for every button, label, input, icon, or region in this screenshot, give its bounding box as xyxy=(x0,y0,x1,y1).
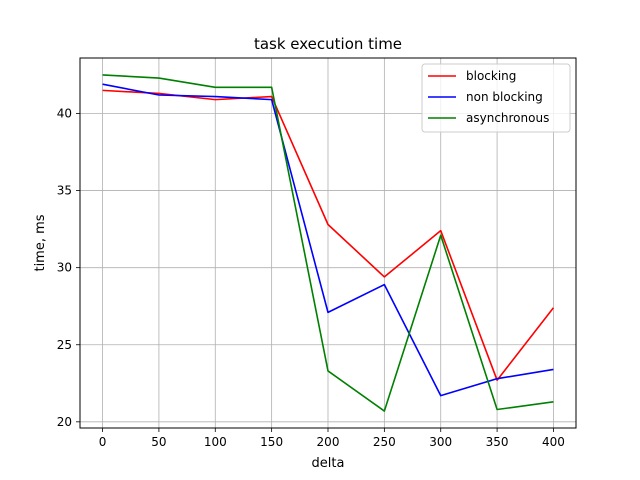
legend-label: asynchronous xyxy=(466,111,549,125)
x-tick-label: 50 xyxy=(151,435,166,449)
y-tick-label: 25 xyxy=(57,338,72,352)
x-tick-label: 250 xyxy=(373,435,396,449)
legend-label: blocking xyxy=(466,69,516,83)
axis-ticks: 0 50 100 150 200 250 300 350 400 20 25 30 35 40 xyxy=(57,107,565,450)
y-tick-label: 20 xyxy=(57,415,72,429)
legend: blocking non blocking asynchronous xyxy=(421,63,571,133)
y-axis-label: time, ms xyxy=(33,214,48,271)
series-line-asynchronous xyxy=(102,74,554,412)
x-tick-label: 150 xyxy=(260,435,283,449)
x-tick-label: 300 xyxy=(429,435,452,449)
x-tick-label: 0 xyxy=(99,435,107,449)
y-tick-label: 30 xyxy=(57,261,72,275)
chart-title: task execution time xyxy=(254,35,402,53)
x-tick-label: 100 xyxy=(204,435,227,449)
x-tick-label: 350 xyxy=(486,435,509,449)
x-tick-label: 200 xyxy=(317,435,340,449)
y-tick-label: 35 xyxy=(57,184,72,198)
series-lines xyxy=(102,74,555,412)
legend-label: non blocking xyxy=(466,90,543,104)
series-line-non-blocking xyxy=(102,83,554,397)
x-axis-label: delta xyxy=(312,456,345,471)
legend-box xyxy=(421,63,571,133)
y-tick-label: 40 xyxy=(57,107,72,121)
x-tick-label: 400 xyxy=(542,435,565,449)
